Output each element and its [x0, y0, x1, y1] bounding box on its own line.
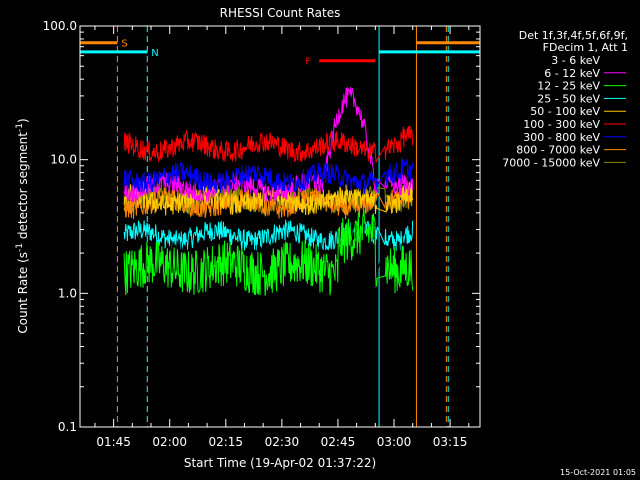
interval-label-n: N	[151, 48, 158, 59]
legend-label-7: 800 - 7000 keV	[516, 144, 600, 157]
y-axis-label-end: )	[16, 118, 30, 123]
x-tick-label-1: 02:00	[152, 435, 187, 449]
y-tick-label-3: 100.0	[43, 19, 77, 33]
timestamp: 15-Oct-2021 01:05	[560, 468, 636, 477]
legend-label-5: 100 - 300 keV	[523, 118, 600, 131]
legend-label-3: 25 - 50 keV	[537, 92, 600, 105]
legend-label-0: 3 - 6 keV	[551, 54, 600, 67]
y-axis-label-sup1: -1	[15, 243, 25, 252]
flare-label: F	[305, 57, 311, 68]
legend-header-line2: FDecim 1, Att 1	[543, 41, 628, 54]
x-tick-label-2: 02:15	[208, 435, 243, 449]
legend-label-2: 12 - 25 keV	[537, 80, 600, 93]
series-line-4	[123, 182, 414, 216]
data-layer: S N F	[79, 26, 480, 427]
y-tick-label-2: 10.0	[50, 153, 77, 167]
legend-header-line1: Det 1f,3f,4f,5f,6f,9f,	[519, 29, 628, 42]
x-axis-label: Start Time (19-Apr-02 01:37:22)	[184, 456, 376, 470]
x-tick-label-5: 03:00	[377, 435, 412, 449]
axis-layer: 0.1 1.0 10.0 100.0 01:45 02:00 02:15 02:30 02:45…	[43, 19, 480, 449]
series-line-2	[123, 209, 414, 296]
y-axis-label-mid: detector segment	[16, 132, 30, 243]
y-axis-label-sup2: -1	[15, 123, 25, 132]
x-tick-label-0: 01:45	[96, 435, 131, 449]
y-axis-label-main: Count Rate (s	[16, 252, 30, 334]
series-line-6	[123, 157, 414, 196]
legend-label-8: 7000 - 15000 keV	[502, 156, 600, 169]
plot-frame	[79, 25, 481, 428]
y-tick-label-1: 1.0	[58, 286, 77, 300]
x-tick-label-6: 03:15	[433, 435, 468, 449]
x-tick-label-4: 02:45	[321, 435, 356, 449]
y-tick-label-0: 0.1	[58, 420, 77, 434]
interval-label-s: S	[121, 39, 127, 50]
x-tick-label-3: 02:30	[265, 435, 300, 449]
series-line-7	[123, 187, 413, 220]
series-line-1	[123, 87, 414, 204]
legend-label-6: 300 - 800 keV	[523, 131, 600, 144]
y-axis-label: Count Rate (s-1 detector segment-1)	[15, 118, 30, 333]
series-line-5	[123, 125, 414, 164]
legend-label-4: 50 - 100 keV	[530, 105, 600, 118]
chart-title: RHESSI Count Rates	[220, 6, 341, 20]
legend-label-1: 6 - 12 keV	[544, 67, 600, 80]
